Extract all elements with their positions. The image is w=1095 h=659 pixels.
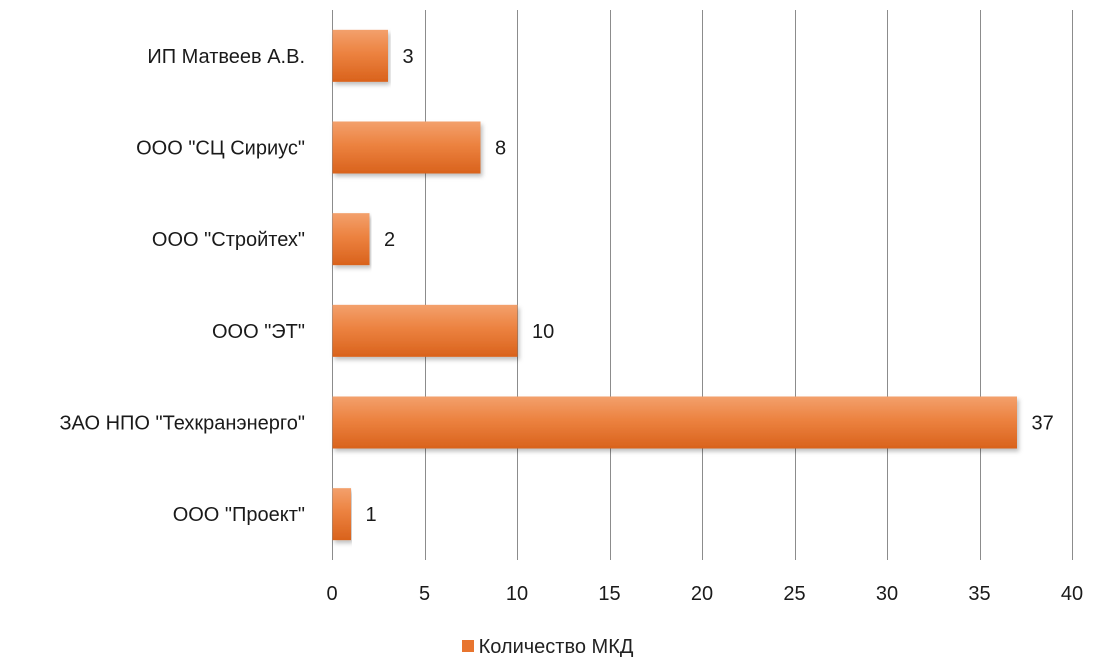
- data-label-4: 37: [1032, 413, 1054, 435]
- x-tick-label-30: 30: [876, 583, 898, 605]
- bar-3: [332, 304, 518, 357]
- x-tick-label-40: 40: [1061, 583, 1083, 605]
- data-label-1: 8: [495, 138, 506, 160]
- bar-0: [332, 29, 388, 82]
- data-label-5: 1: [366, 504, 377, 526]
- bar-2: [332, 213, 370, 266]
- legend: Количество МКД: [0, 635, 1095, 659]
- x-tick-label-20: 20: [691, 583, 713, 605]
- category-label-2: ООО "Стройтех": [152, 229, 305, 251]
- category-label-0: ИП Матвеев А.В.: [147, 46, 305, 68]
- data-label-0: 3: [403, 46, 414, 68]
- data-label-2: 2: [384, 229, 395, 251]
- bars: [332, 29, 1017, 541]
- x-axis-tick-labels: 0 5 10 15 20 25 30 35 40: [326, 583, 1083, 605]
- category-label-3: ООО "ЭТ": [212, 321, 305, 343]
- data-label-3: 10: [532, 321, 554, 343]
- x-tick-label-10: 10: [506, 583, 528, 605]
- category-label-1: ООО "СЦ Сириус": [136, 138, 305, 160]
- category-labels: ИП Матвеев А.В. ООО "СЦ Сириус" ООО "Строй…: [59, 46, 305, 526]
- legend-label: Количество МКД: [478, 636, 634, 658]
- legend-swatch: [461, 639, 474, 652]
- gridlines: [332, 10, 1073, 560]
- x-tick-label-25: 25: [783, 583, 805, 605]
- data-labels: 3 8 2 10 37 1: [366, 46, 1054, 526]
- bar-1: [332, 121, 481, 174]
- x-tick-label-15: 15: [598, 583, 620, 605]
- x-tick-label-5: 5: [419, 583, 430, 605]
- bar-5: [332, 488, 351, 541]
- x-tick-label-35: 35: [968, 583, 990, 605]
- x-tick-label-0: 0: [326, 583, 337, 605]
- category-label-4: ЗАО НПО "Техкранэнерго": [59, 413, 305, 435]
- category-label-5: ООО "Проект": [173, 504, 305, 526]
- bar-4: [332, 396, 1017, 449]
